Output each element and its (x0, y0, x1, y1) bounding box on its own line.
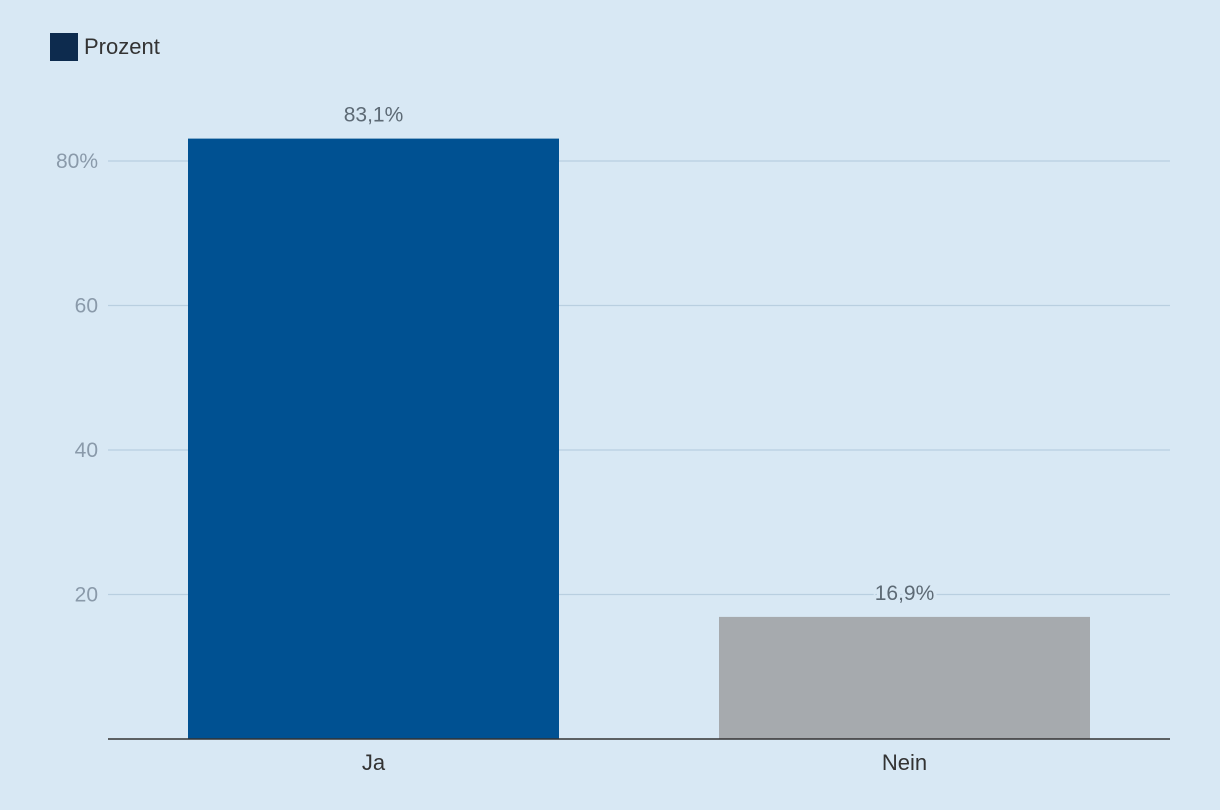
x-category-label: Nein (882, 750, 927, 775)
data-label: 16,9% (875, 582, 935, 605)
legend: Prozent (50, 33, 160, 61)
y-tick-label: 80% (56, 150, 98, 173)
bar-nein (719, 616, 1090, 739)
data-label: 83,1% (344, 104, 404, 127)
y-tick-label: 40 (75, 439, 98, 462)
legend-label: Prozent (84, 34, 160, 59)
y-tick-label: 60 (75, 295, 98, 318)
bars (188, 138, 1090, 740)
labels: 20 40 60 80% 83,1% Ja 16,9% Nein (56, 101, 1170, 775)
y-tick-label: 20 (75, 584, 98, 607)
legend-swatch (50, 33, 78, 61)
bar-ja (188, 138, 559, 740)
x-category-label: Ja (362, 750, 386, 775)
